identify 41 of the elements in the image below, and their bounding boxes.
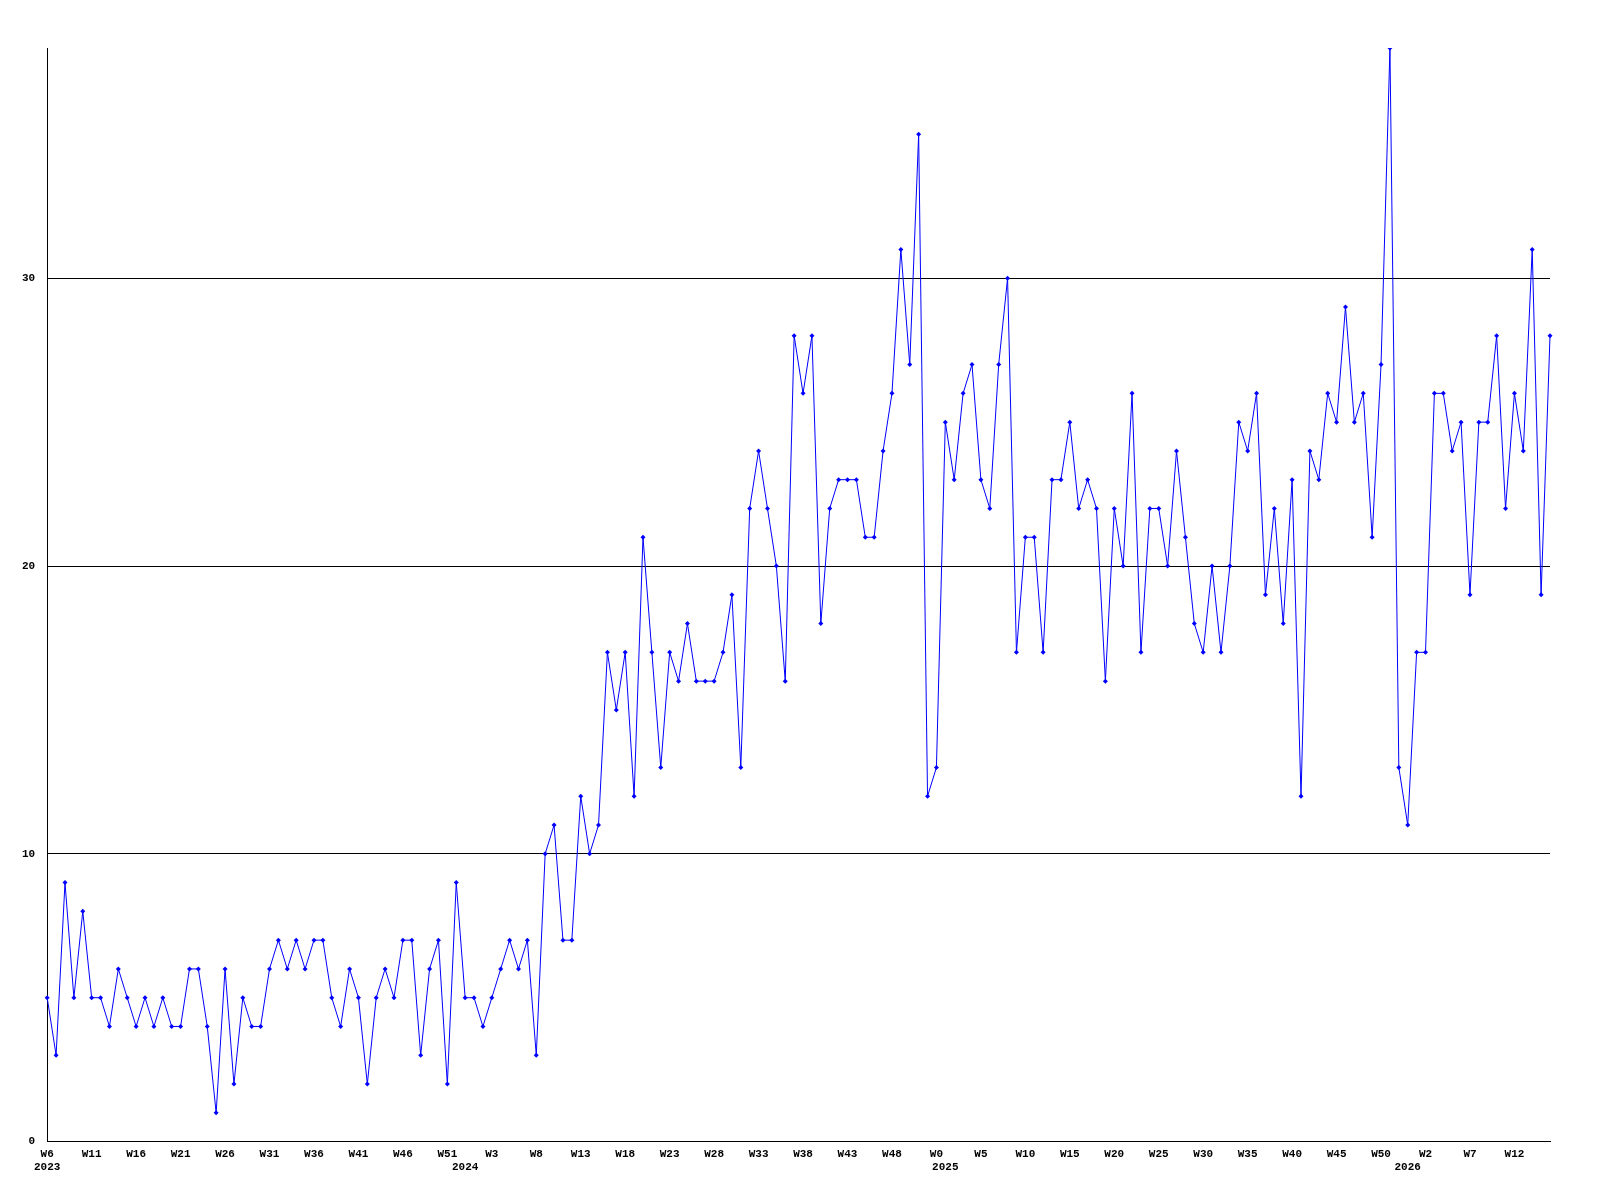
x-tick-label: W10 [1015, 1147, 1036, 1160]
x-tick-label: W12 [1504, 1147, 1525, 1160]
x-tick-label: W38 [793, 1147, 814, 1160]
x-tick-label: W13 [570, 1147, 592, 1160]
x-tick-label: W2 [1418, 1147, 1433, 1160]
x-tick-label: W35 [1237, 1147, 1258, 1160]
y-tick-label: 10 [22, 847, 36, 860]
x-tick-label: W0 [929, 1147, 944, 1160]
y-tick-label: 0 [28, 1135, 36, 1148]
x-tick-label: W46 [392, 1147, 413, 1160]
x-tick-label: W20 [1104, 1147, 1125, 1160]
x-tick-label: W21 [170, 1147, 191, 1160]
x-tick-label: W16 [126, 1147, 147, 1160]
x-tick-label: W23 [659, 1147, 680, 1160]
x-tick-label: W28 [704, 1147, 725, 1160]
x-tick-label: 2025 [932, 1161, 959, 1174]
x-tick-label: W45 [1326, 1147, 1347, 1160]
x-tick-label: W7 [1463, 1147, 1477, 1160]
x-tick-label: W36 [304, 1147, 324, 1160]
x-tick-label: W40 [1282, 1147, 1303, 1160]
x-tick-label: W3 [485, 1147, 499, 1160]
x-tick-label: W41 [348, 1147, 369, 1160]
x-tick-label: W51 [437, 1147, 458, 1160]
x-tick-label: W31 [259, 1147, 280, 1160]
x-tick-label: W11 [81, 1147, 102, 1160]
x-tick-label: W25 [1148, 1147, 1170, 1160]
x-tick-label: W30 [1193, 1147, 1214, 1160]
x-tick-label: W43 [837, 1147, 858, 1160]
x-tick-label: W15 [1059, 1147, 1081, 1160]
x-tick-label: W48 [882, 1147, 903, 1160]
x-tick-label: W26 [215, 1147, 235, 1160]
x-tick-label: W50 [1371, 1147, 1391, 1160]
x-tick-label: 2024 [451, 1161, 479, 1174]
y-tick-label: 30 [22, 272, 36, 284]
x-tick-label: W6 2023 [34, 1147, 61, 1174]
x-tick-label: 2026 [1394, 1161, 1421, 1174]
x-tick-label: W18 [615, 1147, 636, 1160]
x-tick-label: W33 [748, 1147, 769, 1160]
x-tick-label: W5 [974, 1147, 988, 1160]
x-tick-label: W8 [529, 1147, 544, 1160]
y-tick-label: 20 [22, 559, 36, 572]
